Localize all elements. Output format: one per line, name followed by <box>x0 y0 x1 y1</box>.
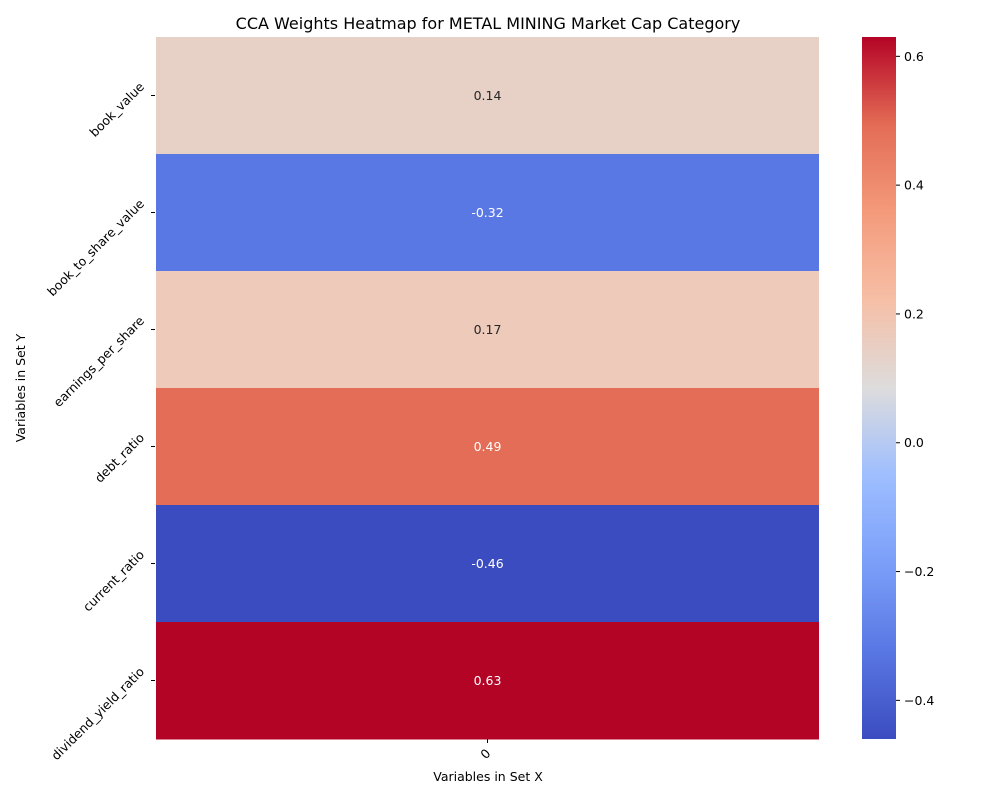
heatmap-cell-labels: 0.14 -0.32 0.17 0.49 -0.46 0.63 <box>471 88 503 688</box>
cell-value-label: 0.63 <box>474 673 502 688</box>
chart-title: CCA Weights Heatmap for METAL MINING Mar… <box>236 14 741 33</box>
y-tick-label: dividend_yield_ratio <box>48 664 147 763</box>
cell-value-label: -0.32 <box>471 205 503 220</box>
colorbar-tick-label: 0.2 <box>904 306 924 321</box>
y-axis-label: Variables in Set Y <box>13 333 28 442</box>
cell-value-label: 0.17 <box>474 322 502 337</box>
y-axis: book_value book_to_share_value earnings_pe… <box>44 79 155 763</box>
colorbar <box>862 37 896 739</box>
heatmap-cell <box>156 154 819 272</box>
colorbar-tick-label: 0.6 <box>904 49 924 64</box>
heatmap-cell <box>156 622 819 740</box>
heatmap-cell <box>156 271 819 389</box>
colorbar-ticks: −0.4 −0.2 0.0 0.2 0.4 0.6 <box>896 49 934 708</box>
heatmap-cell <box>156 505 819 623</box>
y-tick-label: book_to_share_value <box>44 196 147 299</box>
colorbar-tick-label: −0.2 <box>904 564 934 579</box>
y-tick-label: book_value <box>86 79 147 140</box>
x-axis: 0 <box>477 739 493 762</box>
colorbar-tick-label: 0.4 <box>904 178 924 193</box>
heatmap-cell <box>156 37 819 155</box>
cell-value-label: 0.49 <box>474 439 502 454</box>
y-tick-label: earnings_per_share <box>50 313 147 410</box>
colorbar-tick-label: 0.0 <box>904 435 924 450</box>
cell-value-label: -0.46 <box>471 556 503 571</box>
heatmap-cells <box>156 37 819 740</box>
colorbar-tick-label: −0.4 <box>904 693 934 708</box>
cell-value-label: 0.14 <box>474 88 502 103</box>
y-tick-label: debt_ratio <box>92 430 148 486</box>
y-tick-label: current_ratio <box>80 547 147 614</box>
x-axis-label: Variables in Set X <box>433 769 543 784</box>
heatmap-cell <box>156 388 819 506</box>
x-tick-label: 0 <box>477 746 493 762</box>
